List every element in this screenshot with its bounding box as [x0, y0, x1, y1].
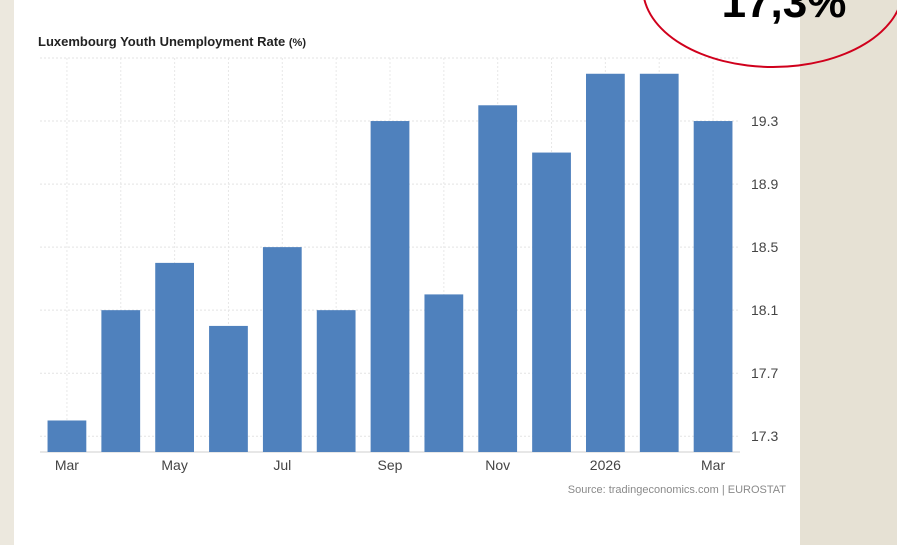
- y-tick-label: 19.3: [751, 113, 778, 129]
- y-tick-label: 17.3: [751, 428, 778, 444]
- bar-nov-8: [478, 105, 518, 452]
- chart-title-text: Luxembourg Youth Unemployment Rate: [38, 34, 286, 49]
- bar-oct-7: [424, 294, 464, 452]
- x-tick-label: Nov: [485, 457, 510, 473]
- callout-text: 17,3%: [721, 0, 847, 27]
- bar-may-2: [155, 262, 194, 452]
- bar-2026-10: [586, 73, 625, 452]
- bar-jul-4: [262, 247, 302, 452]
- background-strip-right: [800, 0, 897, 545]
- y-tick-label: 17.7: [751, 365, 778, 381]
- bar-feb-11: [639, 73, 679, 452]
- x-axis-ticks: Mar May Jul Sep Nov 2026 Mar: [55, 457, 726, 473]
- bar-sep-6: [370, 121, 410, 452]
- bar-jun-3: [209, 325, 248, 452]
- bars: [47, 73, 733, 452]
- x-tick-label: Jul: [273, 457, 291, 473]
- y-tick-label: 18.5: [751, 239, 778, 255]
- source-note: Source: tradingeconomics.com | EUROSTAT: [567, 484, 786, 496]
- bar-apr-1: [101, 310, 141, 452]
- background-strip-left: [0, 0, 14, 545]
- bar-aug-5: [316, 310, 356, 452]
- y-tick-label: 18.1: [751, 302, 778, 318]
- y-tick-label: 18.9: [751, 176, 778, 192]
- chart-title: Luxembourg Youth Unemployment Rate (%): [38, 34, 306, 49]
- x-tick-label: Mar: [701, 457, 725, 473]
- bar-mar-12: [693, 121, 733, 452]
- x-tick-label: Mar: [55, 457, 79, 473]
- bar-dec-9: [532, 152, 571, 452]
- bar-mar-0: [47, 420, 87, 452]
- x-tick-label: 2026: [590, 457, 621, 473]
- y-axis-ticks: 17.3 17.7 18.1 18.5 18.9 19.3: [751, 113, 778, 444]
- x-tick-label: May: [161, 457, 187, 473]
- chart-title-unit: (%): [288, 37, 306, 49]
- x-tick-label: Sep: [378, 457, 403, 473]
